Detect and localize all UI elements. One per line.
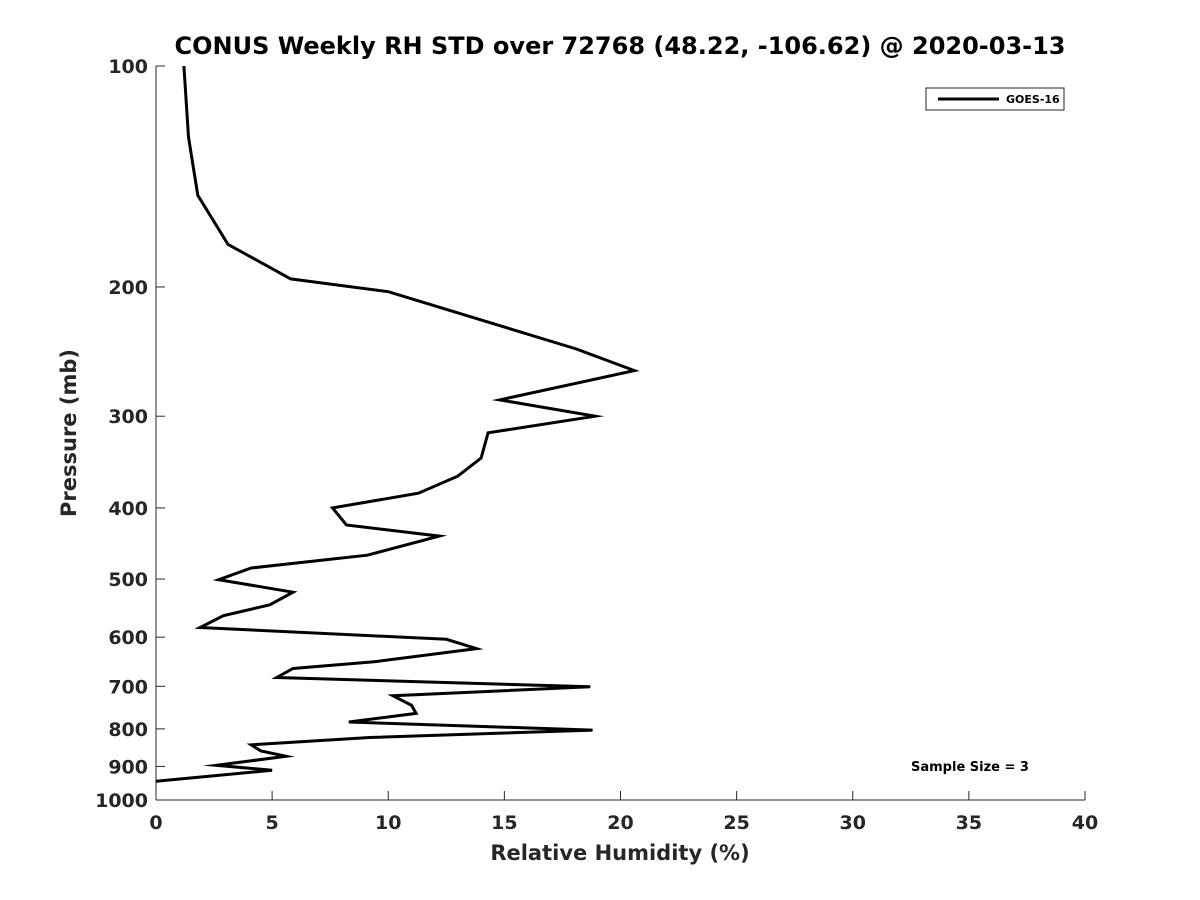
- y-axis-ticks: 100 200 300 400 500 600 700 800 900 1000: [95, 56, 165, 812]
- y-tick-label: 500: [108, 569, 148, 591]
- y-tick-label: 900: [108, 756, 148, 778]
- x-tick-label: 15: [491, 812, 517, 834]
- y-tick-label: 600: [108, 627, 148, 649]
- y-tick-label: 100: [108, 56, 148, 78]
- series-layer: [155, 65, 640, 783]
- x-tick-label: 40: [1072, 812, 1098, 834]
- x-tick-label: 20: [607, 812, 633, 834]
- chart-title: CONUS Weekly RH STD over 72768 (48.22, -…: [174, 32, 1065, 60]
- sample-size-annotation: Sample Size = 3: [911, 760, 1029, 775]
- legend-label-goes-16: GOES-16: [1006, 93, 1060, 106]
- y-tick-label: 400: [108, 498, 148, 520]
- y-tick-label: 1000: [95, 790, 148, 812]
- y-tick-label: 800: [108, 719, 148, 741]
- y-tick-label: 200: [108, 277, 148, 299]
- x-tick-label: 10: [375, 812, 401, 834]
- x-tick-label: 25: [723, 812, 749, 834]
- y-axis-label: Pressure (mb): [57, 349, 81, 517]
- x-axis-ticks: 0 5 10 15 20 25 30 35 40: [149, 791, 1098, 834]
- y-tick-label: 700: [108, 676, 148, 698]
- x-tick-label: 30: [840, 812, 866, 834]
- x-tick-label: 35: [956, 812, 982, 834]
- series-line-goes-16: [155, 65, 640, 783]
- y-tick-label: 300: [108, 406, 148, 428]
- legend: GOES-16: [925, 87, 1065, 111]
- x-axis-label: Relative Humidity (%): [490, 841, 749, 865]
- x-tick-label: 5: [266, 812, 279, 834]
- x-tick-label: 0: [149, 812, 162, 834]
